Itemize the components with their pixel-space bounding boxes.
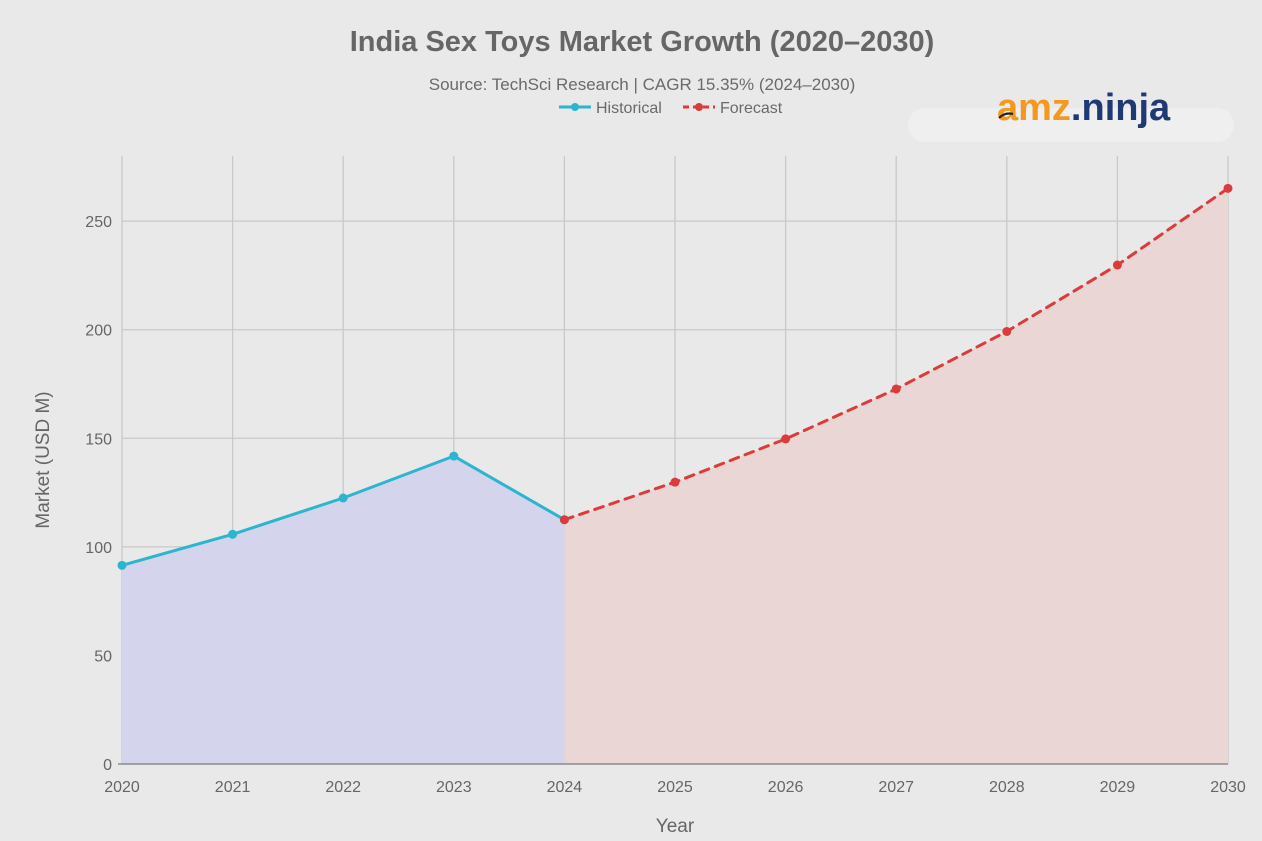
x-tick-label: 2029 [1100, 779, 1136, 796]
legend: Historical Forecast [559, 100, 783, 117]
area-forecast [564, 188, 1228, 765]
data-point-forecast [1002, 326, 1012, 336]
y-tick-label: 50 [94, 648, 112, 665]
logo-ninja: .ninja [1071, 87, 1171, 129]
data-point-historical [338, 493, 348, 503]
chart-title: India Sex Toys Market Growth (2020–2030) [350, 26, 935, 58]
area-historical [122, 456, 565, 764]
data-point-forecast [670, 477, 680, 487]
legend-marker-forecast [695, 103, 703, 111]
legend-label-historical: Historical [596, 100, 662, 117]
y-tick-label: 0 [103, 757, 112, 774]
data-point-forecast [781, 434, 791, 444]
data-point-forecast [1223, 183, 1233, 193]
series-points [117, 183, 1233, 570]
y-axis-title: Market (USD M) [33, 391, 54, 528]
y-tick-label: 200 [85, 323, 112, 340]
y-tick-label: 100 [85, 540, 112, 557]
x-tick-label: 2030 [1210, 779, 1246, 796]
x-tick-label: 2023 [436, 779, 472, 796]
data-point-forecast [891, 384, 901, 394]
data-point-historical [449, 451, 459, 461]
y-tick-label: 150 [85, 431, 112, 448]
series-areas [122, 188, 1228, 765]
x-tick-label: 2026 [768, 779, 804, 796]
logo-text: amz.ninja [997, 87, 1171, 129]
data-point-forecast [559, 515, 569, 525]
chart-subtitle: Source: TechSci Research | CAGR 15.35% (… [429, 75, 856, 94]
x-tick-label: 2025 [657, 779, 693, 796]
x-axis-title: Year [656, 816, 695, 837]
legend-item-forecast[interactable]: Forecast [683, 100, 783, 117]
y-tick-label: 250 [85, 214, 112, 231]
data-point-forecast [1112, 260, 1122, 270]
legend-item-historical[interactable]: Historical [559, 100, 662, 117]
data-point-historical [117, 560, 127, 570]
x-tick-label: 2028 [989, 779, 1025, 796]
legend-label-forecast: Forecast [720, 100, 783, 117]
logo-smile-icon [998, 112, 1014, 119]
x-tick-label: 2020 [104, 779, 140, 796]
data-point-historical [228, 529, 238, 539]
x-tick-label: 2022 [325, 779, 361, 796]
x-tick-label: 2027 [878, 779, 914, 796]
logo-amz: amz [997, 87, 1071, 129]
x-tick-label: 2024 [547, 779, 583, 796]
legend-marker-historical [571, 103, 579, 111]
amz-ninja-logo: amz.ninja [908, 87, 1234, 142]
logo-backdrop [908, 108, 1234, 142]
axes: 0 50 100 150 200 250 2020 2021 2022 2023 2024 2025 2… [85, 214, 1246, 796]
x-tick-label: 2021 [215, 779, 251, 796]
